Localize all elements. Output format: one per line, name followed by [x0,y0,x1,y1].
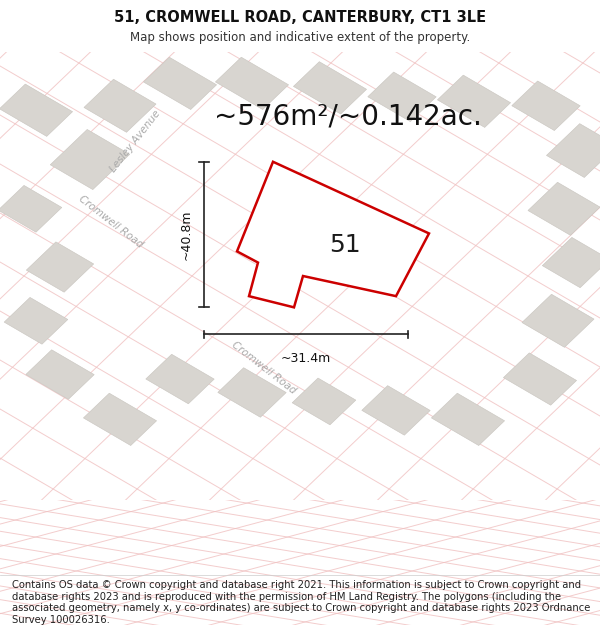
Polygon shape [50,129,130,189]
Text: Cromwell Road: Cromwell Road [77,194,145,251]
Polygon shape [292,378,356,425]
Polygon shape [83,393,157,446]
Text: ~31.4m: ~31.4m [281,352,331,365]
Text: 51: 51 [329,232,361,257]
Polygon shape [218,368,286,418]
Polygon shape [522,294,594,348]
Polygon shape [0,84,73,136]
Polygon shape [143,58,217,109]
Text: 51, CROMWELL ROAD, CANTERBURY, CT1 3LE: 51, CROMWELL ROAD, CANTERBURY, CT1 3LE [114,11,486,26]
Polygon shape [528,182,600,236]
Polygon shape [237,162,429,308]
Polygon shape [368,72,436,122]
Polygon shape [547,124,600,177]
Polygon shape [0,186,62,232]
Polygon shape [437,75,511,128]
Polygon shape [84,79,156,132]
Text: Map shows position and indicative extent of the property.: Map shows position and indicative extent… [130,31,470,44]
Text: ~40.8m: ~40.8m [179,209,193,259]
Polygon shape [4,298,68,344]
Text: Lesley Avenue: Lesley Avenue [108,109,162,174]
Polygon shape [503,353,577,405]
Text: ~576m²/~0.142ac.: ~576m²/~0.142ac. [214,103,482,131]
Polygon shape [542,238,600,288]
Polygon shape [26,242,94,292]
Polygon shape [215,58,289,109]
Polygon shape [293,62,367,114]
Polygon shape [26,350,94,399]
Polygon shape [512,81,580,131]
Polygon shape [146,354,214,404]
Polygon shape [431,393,505,446]
Polygon shape [362,386,430,435]
Text: Contains OS data © Crown copyright and database right 2021. This information is : Contains OS data © Crown copyright and d… [12,580,590,625]
Text: Cromwell Road: Cromwell Road [230,340,298,396]
